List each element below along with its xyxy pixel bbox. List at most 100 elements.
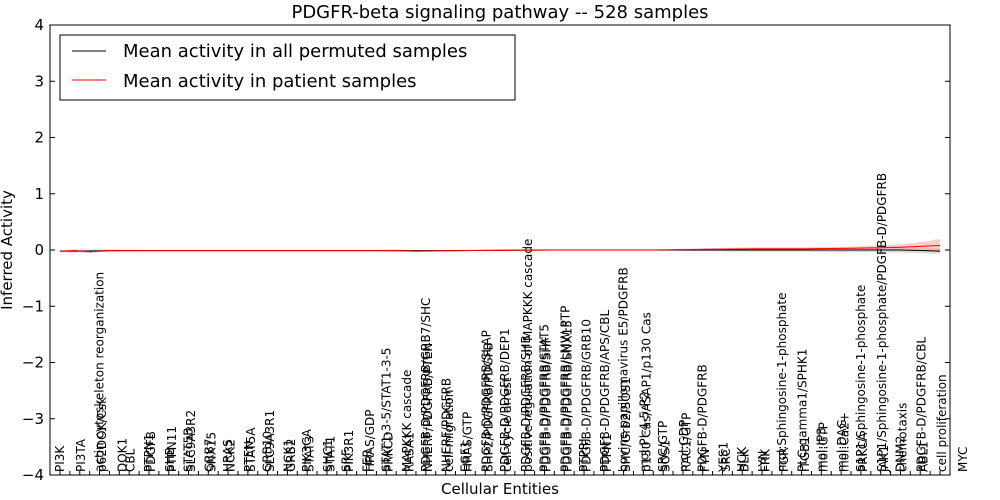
x-tick-label: mol:GTP [817, 422, 831, 472]
x-tick-label: mol:IP3 [814, 427, 828, 472]
x-tick-label: cell proliferation [935, 374, 949, 472]
x-tick-label: RASA1 [402, 432, 416, 472]
x-tick-label: PDGFB-D/PDGFRB/STAT5 [538, 324, 552, 472]
x-tick-label: SRC [719, 448, 733, 472]
legend-label-patient: Mean activity in patient samples [123, 71, 417, 92]
x-tick-label: bovine papillomavirus E5/PDGFRB [617, 267, 631, 472]
x-tick-label: SHC/Grb2/SOS1 [619, 377, 633, 472]
x-tick-label: PDGFB [144, 431, 158, 472]
x-tick-label: SRF [340, 449, 354, 472]
x-tick-label: GRB10 [261, 431, 275, 472]
x-tick-label: PDGFB-D/PDGFRB/SHB [519, 335, 533, 472]
x-tick-label: RAC1/GTP [679, 413, 693, 472]
confidence-bands [60, 238, 940, 254]
x-tick-label: FYN [698, 449, 712, 472]
x-tick-label: FRK [758, 448, 772, 472]
y-tick-label: −3 [22, 410, 44, 428]
y-tick-label: 0 [34, 241, 44, 259]
x-tick-label: SLC9A3R2 [184, 410, 198, 472]
x-tick-label: actin cytoskeleton reorganization [93, 272, 107, 472]
x-tick-label: PI3K [53, 445, 67, 472]
x-tick-label: MAPKKK cascade [400, 370, 414, 472]
x-tick-label: CBL [123, 448, 137, 472]
x-tick-label: HRAS/GTP [461, 412, 475, 472]
x-tick-label: GRB2 [284, 438, 298, 472]
y-tick-label: −1 [22, 297, 44, 315]
x-tick-label: p62DOK/Csk [95, 397, 109, 472]
y-tick-label: 1 [34, 185, 44, 203]
y-tick-label: 3 [34, 72, 44, 90]
x-tick-label: DOK1 [116, 438, 130, 472]
x-tick-label: PI3TA [74, 438, 88, 472]
x-tick-label: PDGFB-D/PDGFRB/SLAP [479, 330, 493, 472]
x-tick-label: mol:GDP [677, 420, 691, 472]
x-tick-label: SLC9A3R1 [263, 410, 277, 472]
x-tick-label: BLK [738, 448, 752, 472]
x-tick-label: YES1 [717, 442, 731, 473]
x-tick-label: EGF1 [458, 441, 472, 472]
x-tick-label: LYN [756, 451, 770, 472]
x-tick-label: PDGFB-D/PDGFRB/SHF [540, 337, 554, 472]
x-tick-label: SOS1 [658, 440, 672, 472]
x-tick-label: PDGFB-D/PDGFRB/GRB7/SHC [419, 298, 433, 472]
x-tick-label: DNM2 [893, 436, 907, 472]
y-tick-label: 2 [34, 129, 44, 147]
x-tick-label: S1P1/Sphingosine-1-phosphate [854, 285, 868, 472]
x-tick-label: PTEN [242, 441, 256, 472]
legend-box [59, 34, 516, 101]
x-tick-label: NCK1 [282, 439, 296, 472]
x-tick-label: STAT1-3-5/STAT1-3-5 [379, 348, 393, 472]
x-tick-label: mol:PI-4-5-P2 [638, 392, 652, 472]
x-tick-label: SHP2/PDGFRB/PDGFB [482, 342, 496, 472]
x-tick-label: ITGB1 [798, 436, 812, 472]
x-tick-label: GRB7 [202, 438, 216, 472]
x-axis-entity-labels: PI3K PI3TA p62DOK/Csk DOK1 actin cytoskeleto… [53, 173, 970, 473]
x-tick-label: HRAS [221, 439, 235, 472]
x-tick-label: PLC-gamma1/SPHK1 [796, 349, 810, 472]
x-tick-label: NCK2 [223, 439, 237, 472]
x-tick-label: PDGFB-D/PDGFRB/SNX15 [561, 320, 575, 472]
x-tick-label: FGR [777, 447, 791, 472]
y-tick-label: 4 [34, 16, 44, 34]
x-axis-ticks [59, 471, 941, 475]
y-tick-label: −2 [22, 354, 44, 372]
x-tick-label: ABL1 [917, 441, 931, 472]
x-tick-label: cell migration [442, 390, 456, 472]
x-tick-label: mol:Ca2+ [838, 412, 852, 472]
legend: Mean activity in all permuted samples Me… [59, 34, 516, 101]
x-tick-label: PTPN11 [165, 426, 179, 472]
x-axis-label: Cellular Entities [441, 480, 559, 498]
x-tick-label: mol:Sphingosine-1-phosphate [775, 293, 789, 473]
x-tick-label: chemotaxis [896, 403, 910, 472]
x-tick-label: cell cycle arrest [500, 377, 514, 472]
legend-label-permuted: Mean activity in all permuted samples [123, 41, 467, 62]
x-tick-label: PIK3CA [300, 428, 314, 472]
x-tick-label: S1P1/Sphingosine-1-phosphate/PDGFB-D/PDG… [875, 173, 889, 472]
x-tick-label: STAT5A [244, 427, 258, 472]
x-tick-label: PRKCD [382, 432, 396, 472]
x-tick-label: FER [361, 449, 375, 472]
x-tick-label: HRAS/GDP [363, 409, 377, 472]
x-tick-label: PTPN1 [600, 434, 614, 472]
x-tick-label: SHC1 [321, 439, 335, 472]
x-tick-label: PTPN1 [142, 434, 156, 472]
x-tick-label: mol:DAG [835, 419, 849, 472]
y-axis-label: Inferred Activity [0, 190, 16, 310]
y-axis: −4 −3 −2 −1 0 1 2 3 4 [22, 16, 950, 484]
x-tick-label: PDGFB-D/PDGFRB/LMW-PTP [558, 306, 572, 472]
x-tick-label: SRC/GTP [656, 421, 670, 472]
x-tick-label: PDGFB-D/PDGFRB/CBL [914, 337, 928, 472]
x-tick-label: JAK1 [877, 445, 891, 473]
x-tick-label: HCK [735, 446, 749, 472]
x-tick-label: NHERF/PDGFRB/PTEN [421, 343, 435, 472]
y-tick-label: −4 [22, 466, 44, 484]
x-tick-label: SHB [163, 447, 177, 472]
x-tick-label: STAT5B [182, 428, 196, 473]
x-tick-label: PIK3R1 [342, 430, 356, 472]
x-tick-label: PTPRJ [577, 438, 591, 472]
line-patient [59, 245, 941, 253]
x-tick-label: STAT3 [302, 436, 316, 472]
x-tick-label: PDGFB-D/PDGFRB [696, 364, 710, 472]
chart-title: PDGFR-beta signaling pathway -- 528 samp… [291, 2, 708, 23]
